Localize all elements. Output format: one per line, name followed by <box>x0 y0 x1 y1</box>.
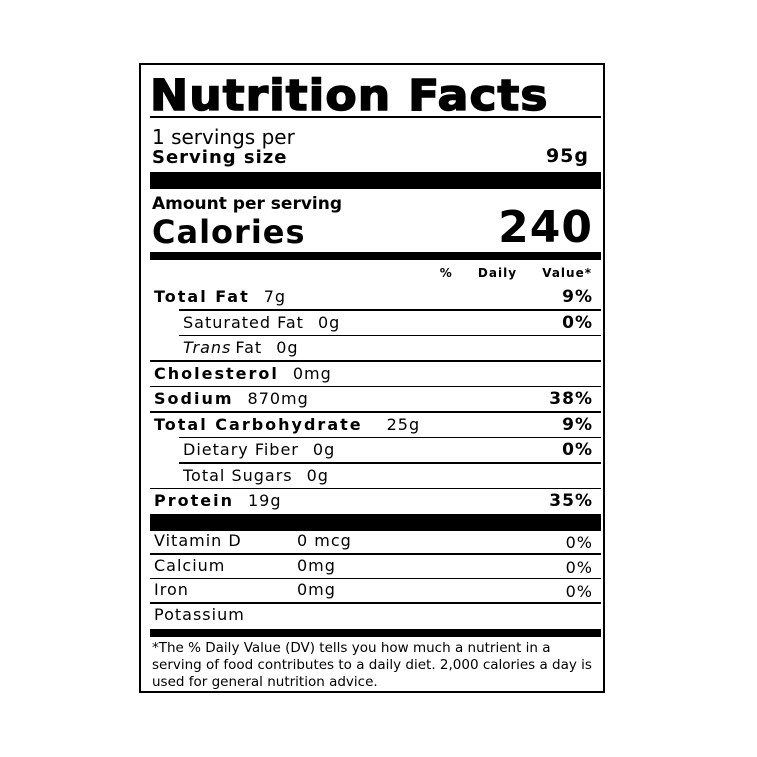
serving-size-value: 95g <box>545 145 589 167</box>
nutrient-amount: 0g <box>306 465 329 485</box>
vitamin-name: Iron <box>154 580 189 599</box>
vitamin-name: Vitamin D <box>154 531 242 550</box>
rule <box>150 487 601 489</box>
nutrient-name-italic: Trans <box>183 338 232 357</box>
nutrient-row: Total Fat 7g <box>154 289 286 305</box>
nutrient-dv: 0% <box>562 440 593 460</box>
nutrient-amount: 0g <box>276 338 299 357</box>
vitamin-amount: 0mg <box>297 555 336 575</box>
rule <box>150 602 601 604</box>
nutrient-dv: 35% <box>549 491 593 511</box>
calories-value: 240 <box>498 202 593 253</box>
rule <box>150 360 601 362</box>
serving-size-label: Serving size <box>152 147 288 168</box>
thick-bar <box>150 252 601 260</box>
rule <box>179 334 601 336</box>
nutrient-name: Total Carbohydrate <box>154 414 363 434</box>
nutrient-name: Cholesterol <box>154 363 279 383</box>
thick-bar <box>150 172 601 189</box>
title: Nutrition Facts <box>149 71 549 121</box>
nutrient-row: Protein 19g <box>154 493 282 509</box>
nutrient-name: Saturated Fat <box>183 312 304 332</box>
nutrient-row: Trans Fat 0g <box>183 340 299 356</box>
nutrient-amount: 0g <box>317 312 341 332</box>
rule <box>150 553 601 555</box>
nutrient-row: Total Carbohydrate 25g <box>154 414 421 434</box>
rule <box>179 309 601 311</box>
nutrient-name: Sodium <box>154 389 234 408</box>
rule <box>150 411 601 413</box>
nutrient-amount: 19g <box>247 491 282 510</box>
vitamin-name: Potassium <box>154 604 245 624</box>
rule <box>150 385 601 387</box>
vitamin-dv: 0% <box>565 582 593 601</box>
thick-bar <box>150 629 601 637</box>
vitamin-amount: 0 mcg <box>297 531 352 550</box>
nutrition-label: Nutrition Facts 1 servings per Serving s… <box>139 63 605 693</box>
vitamin-name: Calcium <box>154 555 226 575</box>
calories-label: Calories <box>152 213 306 251</box>
vitamin-amount: 0mg <box>297 580 336 599</box>
servings: 1 servings per <box>152 125 295 149</box>
nutrient-row: Saturated Fat 0g <box>183 312 341 332</box>
nutrient-dv: 0% <box>562 312 593 333</box>
rule <box>179 462 601 464</box>
nutrient-name: Total Sugars <box>183 465 293 485</box>
nutrient-name: Protein <box>154 491 234 510</box>
nutrient-name: Total Fat <box>154 287 250 306</box>
amount-per-serving: Amount per serving <box>152 194 343 214</box>
dv-header: % Daily Value* <box>439 266 592 280</box>
vitamin-dv: 0% <box>565 533 593 552</box>
nutrient-name: Fat <box>235 338 263 357</box>
nutrient-name: Dietary Fiber <box>183 440 299 459</box>
nutrient-amount: 870mg <box>247 389 309 408</box>
thick-bar <box>150 514 601 531</box>
nutrient-amount: 0mg <box>292 363 332 383</box>
nutrient-row: Cholesterol 0mg <box>154 363 332 383</box>
nutrient-row: Sodium 870mg <box>154 391 309 407</box>
nutrient-dv: 38% <box>549 389 593 409</box>
nutrient-row: Dietary Fiber 0g <box>183 442 335 458</box>
nutrient-amount: 7g <box>263 287 287 306</box>
rule <box>150 577 601 579</box>
nutrient-dv: 9% <box>562 414 593 435</box>
footnote: *The % Daily Value (DV) tells you how mu… <box>152 640 592 690</box>
nutrient-amount: 0g <box>312 440 336 459</box>
rule <box>150 116 601 118</box>
rule <box>179 436 601 438</box>
nutrient-dv: 9% <box>562 287 593 307</box>
vitamin-dv: 0% <box>565 557 593 577</box>
nutrient-row: Total Sugars 0g <box>183 465 329 485</box>
nutrient-amount: 25g <box>386 414 421 434</box>
